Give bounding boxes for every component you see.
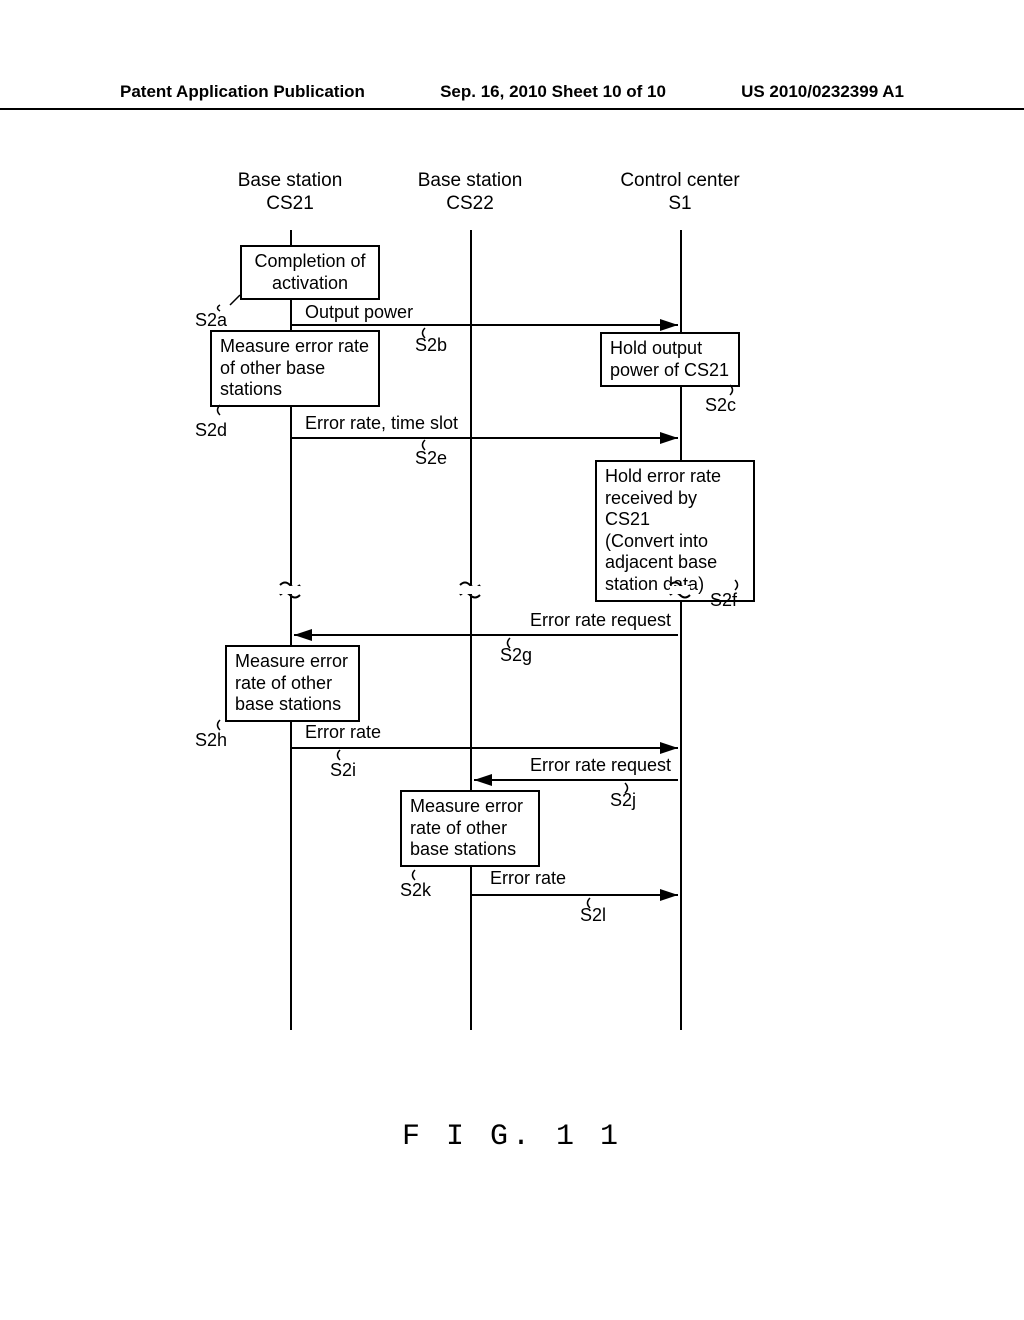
header-right: US 2010/0232399 A1	[741, 82, 904, 102]
header-center: Sep. 16, 2010 Sheet 10 of 10	[440, 82, 666, 102]
header-left: Patent Application Publication	[120, 82, 365, 102]
diagram-arrows	[210, 170, 790, 1040]
figure-label: F I G. 1 1	[0, 1120, 1024, 1154]
sequence-diagram: Base station CS21 Base station CS22 Cont…	[210, 170, 790, 1040]
